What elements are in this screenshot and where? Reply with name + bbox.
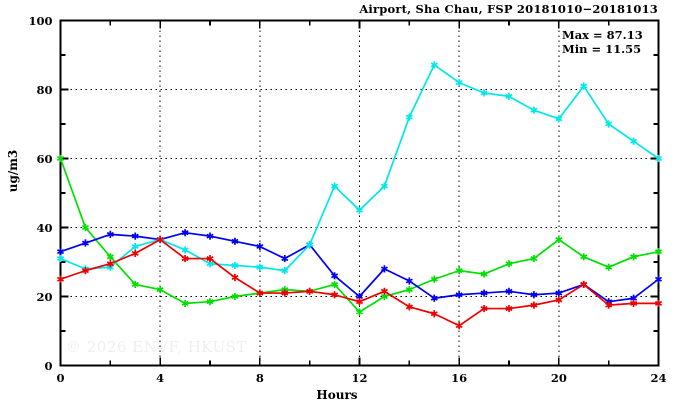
y-tick-label: 20 xyxy=(36,289,53,304)
axis-ticks xyxy=(59,19,660,367)
y-tick-label: 60 xyxy=(36,151,53,166)
x-tick-label: 16 xyxy=(451,370,468,385)
x-tick-label: 12 xyxy=(351,370,368,385)
y-tick-label: 80 xyxy=(36,82,53,97)
y-tick-label: 100 xyxy=(28,13,53,28)
x-tick-label: 4 xyxy=(156,370,165,385)
x-tick-label: 8 xyxy=(255,370,264,385)
x-axis-label: Hours xyxy=(316,388,358,402)
series-series-red xyxy=(56,235,663,330)
x-tick-label: 0 xyxy=(56,370,65,385)
series-series-cyan xyxy=(56,61,663,275)
data-series-layer xyxy=(56,61,663,330)
stats-annotation: Max = 87.13 Min = 11.55 xyxy=(562,28,643,56)
x-tick-label: 24 xyxy=(650,370,667,385)
x-tick-label: 20 xyxy=(550,370,567,385)
data-markers xyxy=(56,235,663,330)
max-annotation: Max = 87.13 xyxy=(562,28,643,42)
chart-title: Airport, Sha Chau, FSP 20181010−20181013 xyxy=(359,2,658,16)
watermark: © 2026 ENVF, HKUST xyxy=(66,338,247,356)
y-tick-label: 40 xyxy=(36,220,53,235)
min-annotation: Min = 11.55 xyxy=(562,42,642,56)
y-tick-label: 0 xyxy=(44,358,53,373)
